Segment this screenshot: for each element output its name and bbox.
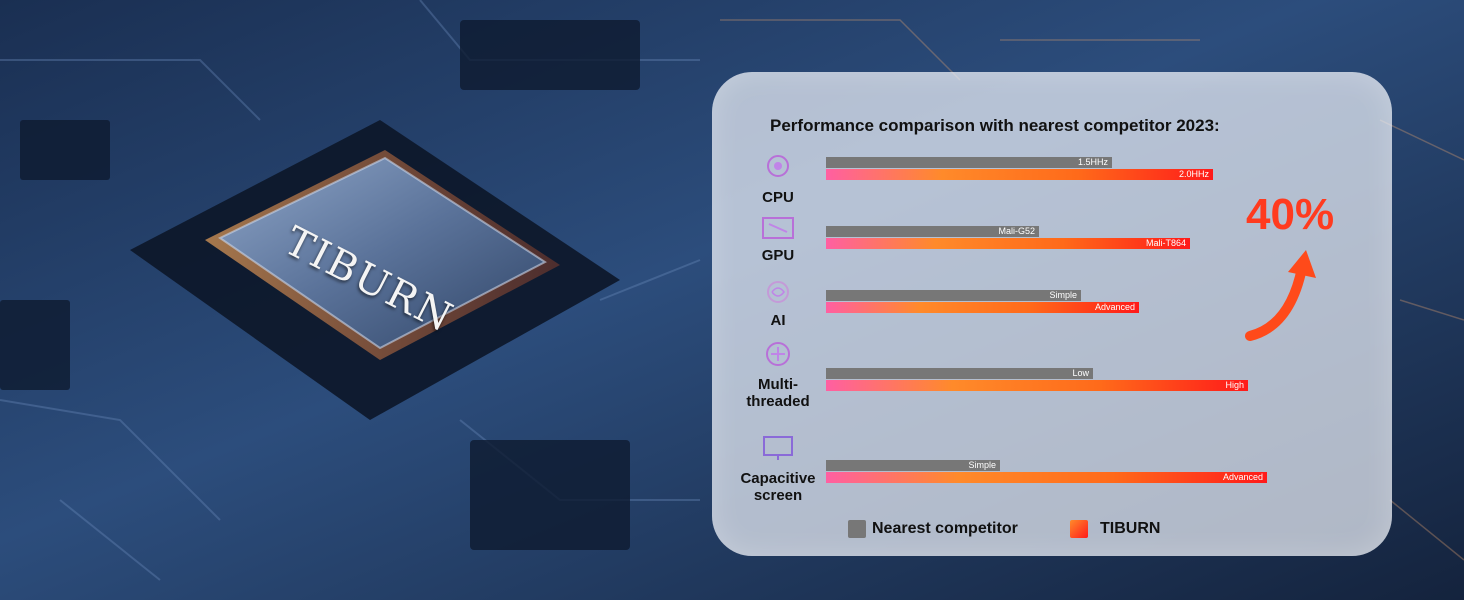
bar-competitor: 1.5HHz: [826, 157, 1112, 168]
bar-value-label: 1.5HHz: [1077, 157, 1108, 167]
bar-value-label: 2.0HHz: [1178, 169, 1209, 179]
bar-tiburn: Mali-T864: [826, 238, 1190, 249]
legend-swatch-competitor: [848, 520, 866, 538]
category-label-line: Multi-: [758, 376, 798, 393]
category-label-line: AI: [770, 312, 786, 329]
improvement-percent: 40%: [1246, 190, 1335, 239]
bar-tiburn: Advanced: [826, 302, 1139, 313]
gpu-icon: [760, 214, 796, 242]
bar-tiburn: 2.0HHz: [826, 169, 1213, 180]
multithread-icon: [760, 340, 796, 368]
chart-title: Performance comparison with nearest comp…: [770, 116, 1220, 135]
bar-value-label: Low: [1072, 368, 1089, 378]
bar-tiburn: High: [826, 380, 1248, 391]
bar-value-label: Advanced: [1222, 472, 1263, 482]
bar-value-label: Mali-G52: [998, 226, 1035, 236]
legend-label-tiburn: TIBURN: [1100, 520, 1161, 537]
bar-competitor: Mali-G52: [826, 226, 1039, 237]
category-label-line: screen: [753, 487, 803, 504]
bar-competitor: Simple: [826, 460, 1000, 471]
bar-value-label: Simple: [1049, 290, 1077, 300]
bar-value-label: Advanced: [1094, 302, 1135, 312]
category-label: GPU: [723, 247, 833, 264]
bar-value-label: High: [1225, 380, 1244, 390]
category-label-line: Capacitive: [740, 470, 816, 487]
category-label: AI: [723, 312, 833, 329]
bar-competitor: Simple: [826, 290, 1081, 301]
legend-label-competitor: Nearest competitor: [872, 520, 1018, 537]
bar-competitor: Low: [826, 368, 1093, 379]
screen-icon: [760, 434, 796, 462]
category-label: CPU: [723, 189, 833, 206]
bar-value-label: Simple: [968, 460, 996, 470]
legend-swatch-tiburn: [1070, 520, 1088, 538]
category-label-line: threaded: [746, 393, 810, 410]
category-label: Multi-threaded: [723, 376, 833, 410]
bar-value-label: Mali-T864: [1145, 238, 1186, 248]
category-label-line: GPU: [761, 247, 795, 264]
bar-tiburn: Advanced: [826, 472, 1267, 483]
up-arrow-icon: [1245, 250, 1316, 341]
category-label: Capacitive screen: [723, 470, 833, 504]
cpu-icon: [760, 152, 796, 180]
ai-icon: [760, 278, 796, 306]
category-label-line: CPU: [762, 189, 794, 206]
